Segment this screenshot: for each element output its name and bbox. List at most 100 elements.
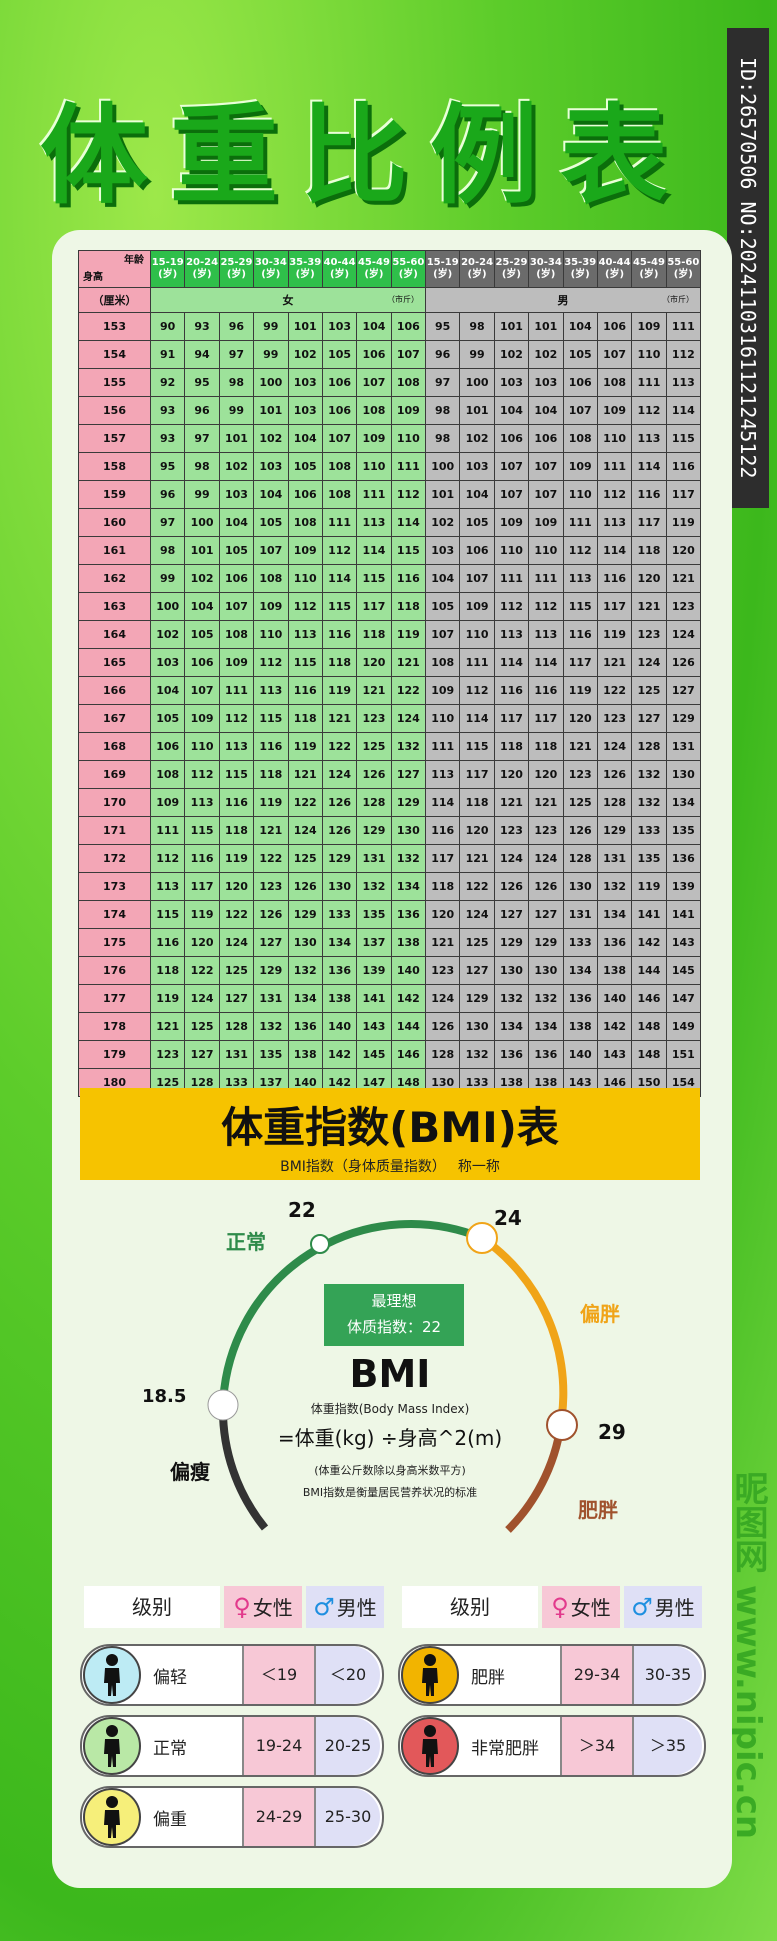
- bmi-title: 体重指数(BMI)表: [221, 1103, 559, 1152]
- male-weight-cell: 130: [562, 872, 598, 901]
- person-icon: [422, 1725, 438, 1767]
- female-weight-cell: 122: [218, 900, 255, 929]
- male-weight-cell: 141: [631, 900, 667, 929]
- male-weight-cell: 125: [562, 788, 598, 817]
- male-weight-cell: 135: [631, 844, 667, 873]
- male-weight-cell: 109: [528, 508, 564, 537]
- male-weight-cell: 132: [631, 760, 667, 789]
- female-weight-cell: 126: [321, 788, 358, 817]
- female-weight-cell: 106: [287, 480, 323, 509]
- female-weight-cell: 119: [218, 844, 255, 873]
- female-weight-cell: 109: [356, 424, 392, 453]
- female-weight-cell: 120: [356, 648, 392, 677]
- female-weight-cell: 135: [356, 900, 392, 929]
- male-weight-cell: 149: [665, 1012, 702, 1041]
- female-symbol-icon: ♀: [551, 1593, 569, 1621]
- male-weight-cell: 126: [562, 816, 598, 845]
- female-weight-cell: 123: [356, 704, 392, 733]
- female-weight-cell: 111: [218, 676, 255, 705]
- male-weight-cell: 123: [596, 704, 633, 733]
- bmi-subtitle-b: 称一称: [457, 1159, 500, 1175]
- female-weight-cell: 114: [356, 536, 392, 565]
- male-weight-cell: 146: [631, 984, 667, 1013]
- female-weight-cell: 118: [149, 956, 186, 985]
- female-weight-cell: 103: [218, 480, 255, 509]
- female-weight-cell: 99: [218, 396, 255, 425]
- female-weight-cell: 132: [253, 1012, 289, 1041]
- female-weight-cell: 106: [321, 396, 358, 425]
- male-weight-cell: 121: [424, 928, 461, 957]
- gauge-arc-normal: [219, 1220, 484, 1406]
- gauge-arc-overweight: [479, 1234, 568, 1416]
- ideal-line-1: 最理想: [371, 1292, 417, 1310]
- male-weight-cell: 109: [424, 676, 461, 705]
- male-weight-cell: 111: [665, 312, 702, 341]
- male-weight-cell: 127: [631, 704, 667, 733]
- grade-name: 正常: [153, 1738, 187, 1759]
- female-weight-cell: 107: [390, 340, 427, 369]
- female-weight-cell: 97: [218, 340, 255, 369]
- table-row: 162 99 102 106 108 110 114 115 116 104 107 111 111 11…: [78, 564, 702, 593]
- female-weight-cell: 101: [218, 424, 255, 453]
- male-weight-cell: 123: [665, 592, 702, 621]
- female-weight-cell: 107: [218, 592, 255, 621]
- female-weight-cell: 112: [184, 760, 220, 789]
- female-weight-cell: 106: [390, 312, 427, 341]
- table-row: 158 95 98 102 103 105 108 110 111 100 103 107 107 109…: [78, 452, 702, 481]
- height-cell: 179: [78, 1040, 151, 1069]
- female-weight-cell: 130: [390, 816, 427, 845]
- height-cell: 157: [78, 424, 151, 453]
- female-weight-cell: 126: [253, 900, 289, 929]
- male-weight-cell: 112: [631, 396, 667, 425]
- watermark-id: ID:26570506 NO:20241103161121245122: [727, 28, 769, 508]
- age-group-header: 40-44 (岁): [321, 250, 358, 288]
- male-symbol-icon: ♂: [313, 1593, 335, 1621]
- male-weight-cell: 114: [424, 788, 461, 817]
- male-weight-cell: 116: [596, 564, 633, 593]
- female-weight-cell: 109: [149, 788, 186, 817]
- male-weight-cell: 121: [631, 592, 667, 621]
- female-weight-cell: 113: [184, 788, 220, 817]
- female-weight-cell: 106: [149, 732, 186, 761]
- male-weight-cell: 123: [562, 760, 598, 789]
- male-weight-cell: 116: [493, 676, 530, 705]
- female-weight-cell: 141: [356, 984, 392, 1013]
- female-weight-cell: 102: [218, 452, 255, 481]
- male-weight-cell: 132: [631, 788, 667, 817]
- table-row: 155 92 95 98 100 103 106 107 108 97 100 103 103 106 10…: [78, 368, 702, 397]
- female-weight-cell: 128: [356, 788, 392, 817]
- height-cell: 177: [78, 984, 151, 1013]
- female-weight-cell: 106: [184, 648, 220, 677]
- weight-table: 年龄 身高 15-19 (岁) 20-24 (岁) 25-29 (岁) 30-34 (岁) 35-3…: [78, 250, 702, 1097]
- male-weight-cell: 147: [665, 984, 702, 1013]
- female-weight-cell: 124: [184, 984, 220, 1013]
- male-weight-cell: 126: [596, 760, 633, 789]
- male-weight-cell: 134: [665, 788, 702, 817]
- female-weight-cell: 121: [287, 760, 323, 789]
- gauge-label-18-5: 18.5: [142, 1386, 187, 1407]
- male-weight-cell: 106: [493, 424, 530, 453]
- bmi-banner: 体重指数(BMI)表 BMI指数（身体质量指数） 称一称: [80, 1088, 700, 1180]
- female-weight-cell: 112: [321, 536, 358, 565]
- male-weight-cell: 107: [596, 340, 633, 369]
- female-weight-cell: 104: [287, 424, 323, 453]
- male-weight-cell: 113: [493, 620, 530, 649]
- male-weight-cell: 126: [665, 648, 702, 677]
- female-weight-cell: 97: [184, 424, 220, 453]
- male-weight-cell: 115: [459, 732, 495, 761]
- female-weight-cell: 96: [218, 312, 255, 341]
- male-weight-cell: 111: [459, 648, 495, 677]
- female-weight-cell: 111: [356, 480, 392, 509]
- height-cell: 170: [78, 788, 151, 817]
- female-weight-cell: 109: [218, 648, 255, 677]
- grade-item: 肥胖 29-34 30-35: [398, 1644, 706, 1706]
- male-weight-cell: 99: [459, 340, 495, 369]
- male-weight-cell: 142: [631, 928, 667, 957]
- female-weight-cell: 100: [149, 592, 186, 621]
- female-weight-cell: 126: [356, 760, 392, 789]
- male-weight-cell: 113: [528, 620, 564, 649]
- male-weight-cell: 109: [459, 592, 495, 621]
- ideal-line-2: 体质指数：22: [346, 1318, 442, 1336]
- table-row: 165 103 106 109 112 115 118 120 121 108 111 114 114 1…: [78, 648, 702, 677]
- male-weight-cell: 111: [596, 452, 633, 481]
